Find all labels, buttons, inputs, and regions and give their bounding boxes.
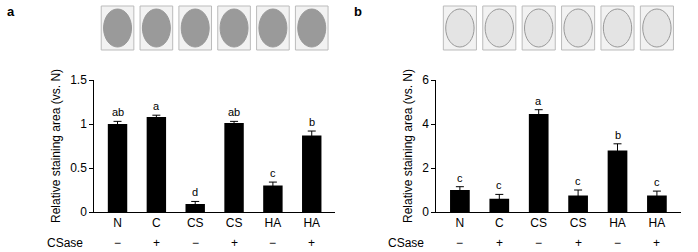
- svg-text:−: −: [456, 236, 463, 250]
- svg-text:c: c: [575, 175, 581, 187]
- svg-text:c: c: [270, 167, 276, 179]
- svg-text:0: 0: [422, 205, 429, 219]
- svg-text:HA: HA: [303, 216, 320, 230]
- svg-text:ab: ab: [112, 106, 124, 118]
- svg-text:0.5: 0.5: [70, 161, 87, 175]
- svg-text:+: +: [653, 236, 660, 250]
- svg-text:Relative staining area (vs. N): Relative staining area (vs. N): [49, 69, 63, 223]
- svg-text:+: +: [308, 236, 315, 250]
- svg-text:b: b: [615, 129, 621, 141]
- svg-text:2: 2: [422, 161, 429, 175]
- svg-text:Relative staining area (vs. N): Relative staining area (vs. N): [401, 69, 415, 223]
- svg-text:CS: CS: [226, 216, 243, 230]
- svg-text:−: −: [114, 236, 121, 250]
- svg-text:ab: ab: [228, 106, 240, 118]
- svg-text:C: C: [152, 216, 161, 230]
- svg-text:a: a: [535, 95, 542, 107]
- svg-text:c: c: [496, 179, 502, 191]
- svg-text:C: C: [495, 216, 504, 230]
- svg-text:CSase: CSase: [47, 236, 83, 250]
- svg-text:+: +: [496, 236, 503, 250]
- svg-text:CS: CS: [530, 216, 547, 230]
- svg-text:b: b: [354, 4, 362, 19]
- svg-text:4: 4: [422, 117, 429, 131]
- svg-text:a: a: [153, 100, 160, 112]
- svg-text:HA: HA: [265, 216, 282, 230]
- svg-text:6: 6: [422, 73, 429, 87]
- svg-text:HA: HA: [649, 216, 666, 230]
- svg-text:a: a: [7, 4, 15, 19]
- svg-text:+: +: [231, 236, 238, 250]
- svg-text:1: 1: [80, 117, 87, 131]
- svg-text:−: −: [192, 236, 199, 250]
- svg-text:−: −: [614, 236, 621, 250]
- svg-text:CS: CS: [187, 216, 204, 230]
- svg-text:CSase: CSase: [388, 236, 424, 250]
- svg-text:−: −: [535, 236, 542, 250]
- svg-text:N: N: [113, 216, 122, 230]
- svg-text:+: +: [153, 236, 160, 250]
- svg-text:b: b: [309, 116, 315, 128]
- svg-text:+: +: [575, 236, 582, 250]
- svg-text:d: d: [192, 186, 198, 198]
- svg-text:−: −: [269, 236, 276, 250]
- svg-text:N: N: [456, 216, 465, 230]
- svg-text:HA: HA: [609, 216, 626, 230]
- svg-text:CS: CS: [570, 216, 587, 230]
- svg-text:c: c: [457, 172, 463, 184]
- svg-text:1.5: 1.5: [70, 73, 87, 87]
- svg-text:0: 0: [80, 205, 87, 219]
- svg-text:c: c: [654, 176, 660, 188]
